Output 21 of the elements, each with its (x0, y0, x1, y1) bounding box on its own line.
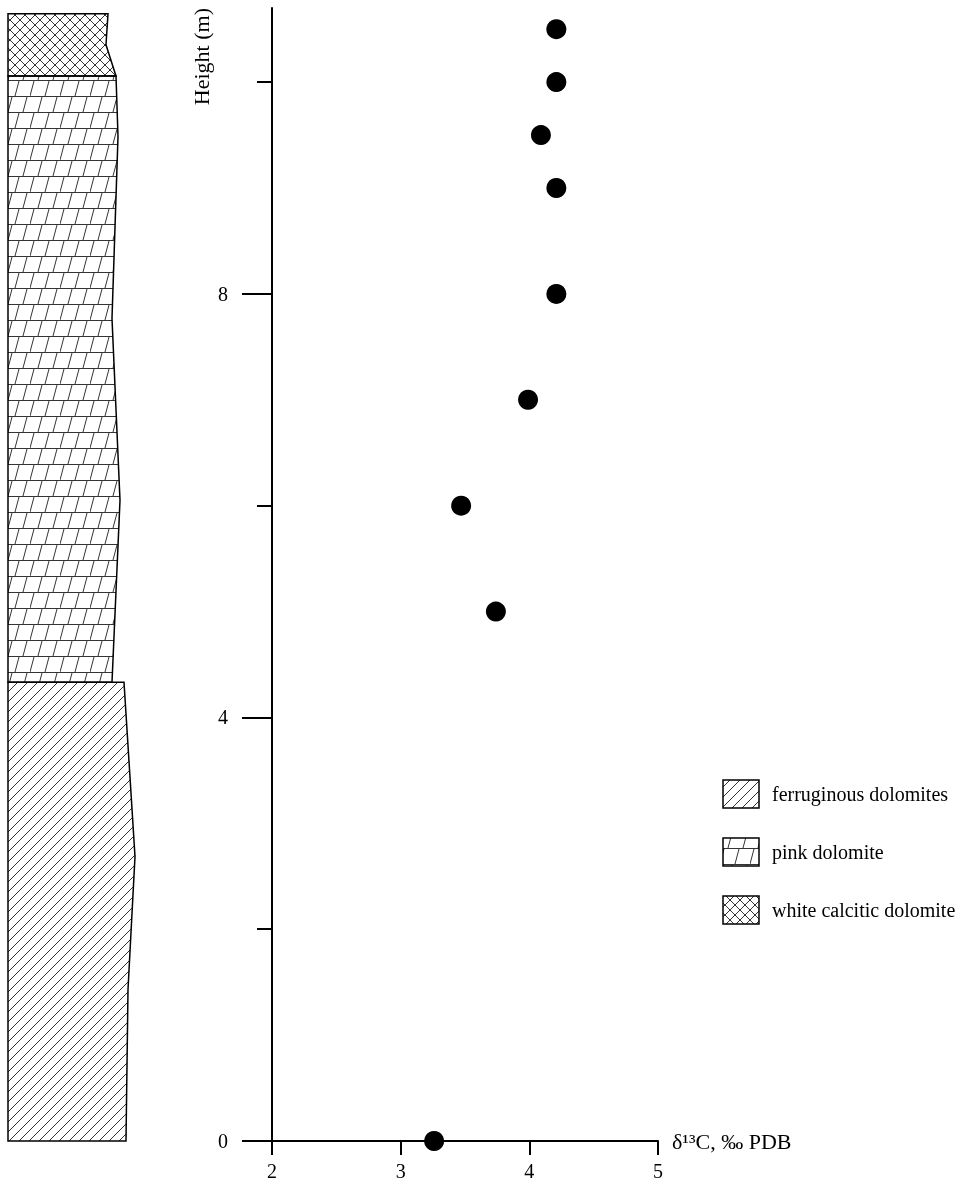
point (424, 1131, 445, 1151)
point (518, 389, 539, 410)
x-tick-label: 3 (395, 1160, 406, 1182)
text: white calcitic dolomite (772, 899, 956, 921)
y-tick-label: 4 (218, 706, 228, 729)
x-tick-label: 2 (267, 1160, 277, 1182)
x-axis-title: δ¹³C, ‰ PDB (672, 1128, 792, 1154)
text: pink dolomite (772, 841, 884, 864)
point (546, 283, 567, 304)
x-tick-label: 4 (524, 1160, 535, 1182)
y-tick-label: 8 (218, 282, 228, 305)
point (485, 601, 506, 622)
point (530, 125, 551, 146)
point (451, 495, 472, 516)
point (546, 178, 567, 198)
y-axis-title: Height (m) (188, 8, 214, 106)
point (546, 72, 567, 93)
x-tick-label: 5 (653, 1160, 663, 1182)
y-tick-label: 0 (218, 1130, 228, 1152)
text: ferruginous dolomites (772, 783, 949, 806)
point (546, 19, 567, 40)
